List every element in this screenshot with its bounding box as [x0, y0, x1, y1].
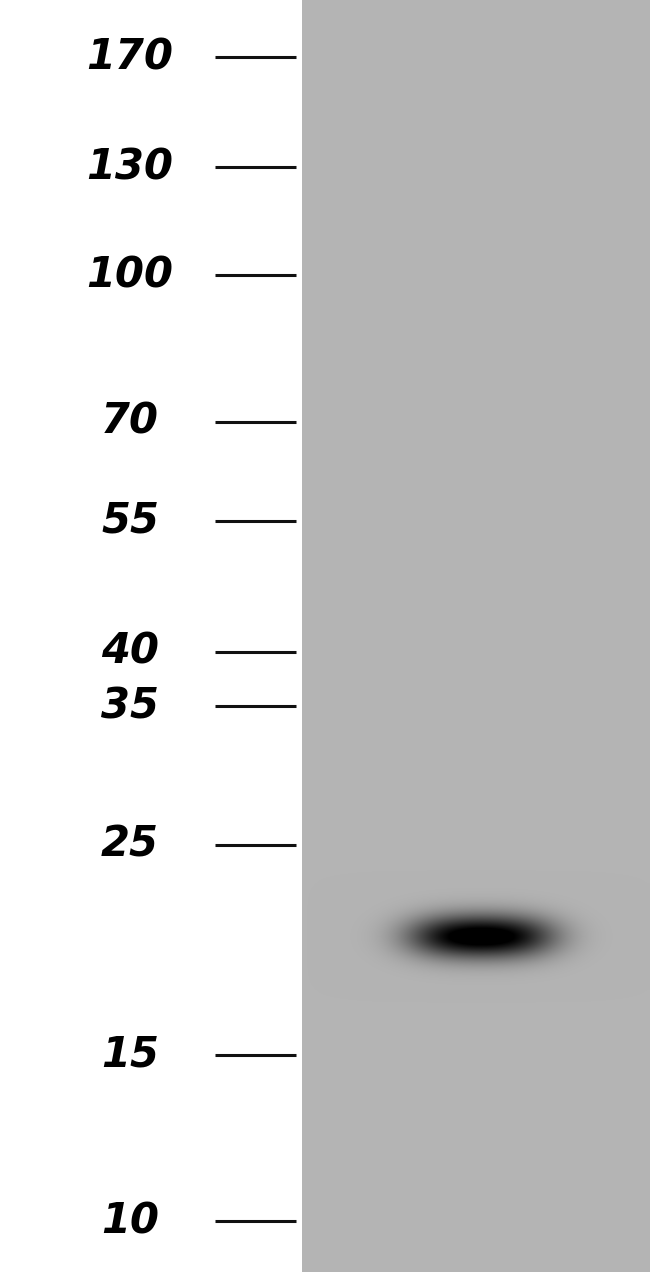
Text: 35: 35 [101, 686, 159, 728]
Bar [302, 0, 650, 1272]
Text: 10: 10 [101, 1199, 159, 1243]
Text: 70: 70 [101, 401, 159, 443]
Text: 40: 40 [101, 631, 159, 673]
Text: 100: 100 [86, 254, 174, 296]
Text: 25: 25 [101, 824, 159, 866]
Bar [302, 0, 650, 1272]
Text: 170: 170 [86, 36, 174, 79]
Text: 55: 55 [101, 500, 159, 542]
Text: 130: 130 [86, 146, 174, 188]
Text: 15: 15 [101, 1034, 159, 1076]
